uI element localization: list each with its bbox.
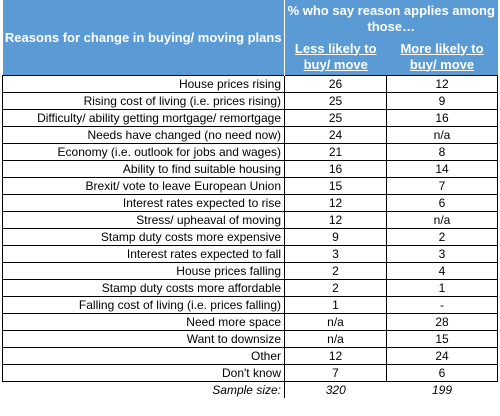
value-less-likely: 2: [284, 262, 387, 280]
row-label: Stress/ upheaval of moving: [2, 211, 285, 229]
value-more-likely: 12: [386, 75, 498, 93]
value-less-likely: n/a: [284, 330, 387, 348]
header-row-sub: Less likely to buy/ move More likely to …: [3, 38, 498, 76]
value-less-likely: 1: [284, 296, 387, 314]
value-less-likely: 24: [284, 126, 387, 144]
row-label: Ability to find suitable housing: [2, 160, 285, 178]
value-more-likely: 15: [386, 330, 498, 348]
table-row: House prices falling 2 4: [2, 262, 498, 280]
col-header-less-label: Less likely to buy/ move: [294, 40, 377, 72]
table-row: Brexit/ vote to leave European Union 15 7: [2, 177, 498, 195]
sample-size-label: Sample size:: [2, 381, 285, 398]
value-less-likely: 21: [284, 143, 387, 161]
col-header-less: Less likely to buy/ move: [284, 38, 387, 76]
value-less-likely: 25: [284, 109, 387, 127]
row-label: Brexit/ vote to leave European Union: [2, 177, 285, 195]
value-more-likely: 7: [386, 177, 498, 195]
table-row: Need more space n/a 28: [2, 313, 498, 331]
value-less-likely: 26: [284, 75, 387, 93]
value-less-likely: 7: [284, 364, 387, 382]
table-row: Ability to find suitable housing 16 14: [2, 160, 498, 178]
value-less-likely: 12: [284, 347, 387, 365]
table-row: Interest rates expected to rise 12 6: [2, 194, 498, 212]
value-more-likely: 4: [386, 262, 498, 280]
value-more-likely: 8: [386, 143, 498, 161]
col-header-more-label: More likely to buy/ move: [400, 40, 484, 72]
row-label: Difficulty/ ability getting mortgage/ re…: [2, 109, 285, 127]
group-header: % who say reason applies among those…: [284, 0, 498, 38]
row-label: House prices falling: [2, 262, 285, 280]
header-row-top: Reasons for change in buying/ moving pla…: [2, 0, 498, 76]
row-label: Falling cost of living (i.e. prices fall…: [2, 296, 285, 314]
value-more-likely: 9: [386, 92, 498, 110]
value-more-likely: 24: [386, 347, 498, 365]
row-label: Interest rates expected to fall: [2, 245, 285, 263]
row-label: Need more space: [2, 313, 285, 331]
table-row: Don't know 7 6: [2, 364, 498, 382]
value-less-likely: 12: [284, 211, 387, 229]
table-row: Other 12 24: [2, 347, 498, 365]
row-label: Economy (i.e. outlook for jobs and wages…: [2, 143, 285, 161]
row-label: Other: [2, 347, 285, 365]
table-row: Difficulty/ ability getting mortgage/ re…: [2, 109, 498, 127]
value-more-likely: -: [386, 296, 498, 314]
row-label: Rising cost of living (i.e. prices risin…: [2, 92, 285, 110]
value-less-likely: 15: [284, 177, 387, 195]
table-row: Want to downsize n/a 15: [2, 330, 498, 348]
row-label: Needs have changed (no need now): [2, 126, 285, 144]
table-row: Rising cost of living (i.e. prices risin…: [2, 92, 498, 110]
value-less-likely: 25: [284, 92, 387, 110]
row-label: Don't know: [2, 364, 285, 382]
reasons-table: Reasons for change in buying/ moving pla…: [2, 0, 498, 398]
value-more-likely: 14: [386, 160, 498, 178]
value-less-likely: 12: [284, 194, 387, 212]
sample-size-less: 320: [325, 383, 346, 397]
value-more-likely: 6: [386, 194, 498, 212]
value-less-likely: 16: [284, 160, 387, 178]
value-less-likely: 9: [284, 228, 387, 246]
table-row: Stamp duty costs more affordable 2 1: [2, 279, 498, 297]
table-row: Economy (i.e. outlook for jobs and wages…: [2, 143, 498, 161]
row-label: Want to downsize: [2, 330, 285, 348]
value-less-likely: 2: [284, 279, 387, 297]
row-label: Stamp duty costs more expensive: [2, 228, 285, 246]
table-row: Interest rates expected to fall 3 3: [2, 245, 498, 263]
value-less-likely: 3: [284, 245, 387, 263]
value-more-likely: 28: [386, 313, 498, 331]
table-body: House prices rising 26 12 Rising cost of li…: [2, 75, 498, 398]
value-less-likely: n/a: [284, 313, 387, 331]
table-row: House prices rising 26 12: [2, 75, 498, 93]
table-row: Stamp duty costs more expensive 9 2: [2, 228, 498, 246]
value-more-likely: n/a: [386, 126, 498, 144]
sample-size-more: 199: [431, 383, 453, 397]
row-label: Interest rates expected to rise: [2, 194, 285, 212]
row-label-header: Reasons for change in buying/ moving pla…: [2, 0, 285, 76]
table-row: Falling cost of living (i.e. prices fall…: [2, 296, 498, 314]
col-header-more: More likely to buy/ move: [386, 38, 498, 76]
value-more-likely: 6: [386, 364, 498, 382]
value-more-likely: 3: [386, 245, 498, 263]
table-row: Needs have changed (no need now) 24 n/a: [2, 126, 498, 144]
value-more-likely: n/a: [386, 211, 498, 229]
table-row: Stress/ upheaval of moving 12 n/a: [2, 211, 498, 229]
value-more-likely: 16: [386, 109, 498, 127]
sample-size-row: Sample size: 320 199: [2, 381, 498, 398]
value-more-likely: 2: [386, 228, 498, 246]
row-label: Stamp duty costs more affordable: [2, 279, 285, 297]
value-more-likely: 1: [386, 279, 498, 297]
row-label: House prices rising: [2, 75, 285, 93]
